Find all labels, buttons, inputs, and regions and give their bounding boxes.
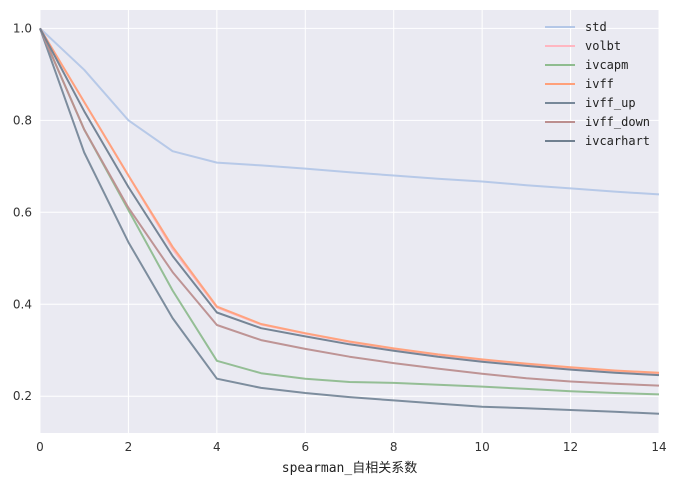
legend-label: ivff	[585, 77, 614, 91]
series-line-ivcapm	[39, 27, 660, 396]
y-tick-label: 0.4	[13, 297, 32, 311]
series-line-ivff-up	[39, 28, 660, 415]
series-line-ivff-down	[39, 27, 660, 387]
x-tick-label: 4	[213, 440, 221, 454]
plot-background	[40, 10, 659, 433]
legend-label: ivff_down	[585, 115, 650, 129]
y-tick-label: 0.2	[13, 389, 32, 403]
series-line-std	[39, 27, 660, 196]
series-lines	[39, 27, 660, 415]
legend-label: ivcapm	[585, 58, 628, 72]
x-tick-label: 6	[301, 440, 309, 454]
legend-label: ivff_up	[585, 96, 636, 110]
x-tick-label: 8	[390, 440, 398, 454]
series-line-ivcarhart	[39, 27, 660, 377]
y-tick-label: 0.6	[13, 205, 32, 219]
grid-lines	[39, 10, 660, 433]
x-axis-ticks: 0 2 4 6 8 10 12 14	[36, 440, 666, 454]
y-tick-label: 0.8	[13, 113, 32, 127]
x-tick-label: 0	[36, 440, 44, 454]
x-axis-title: spearman_自相关系数	[282, 461, 417, 476]
x-tick-label: 14	[651, 440, 666, 454]
series-line-ivff	[39, 27, 660, 374]
x-tick-label: 10	[475, 440, 490, 454]
legend-label: std	[585, 20, 607, 34]
x-tick-label: 2	[125, 440, 133, 454]
x-tick-label: 12	[563, 440, 578, 454]
legend-label: volbt	[585, 39, 621, 53]
legend-label: ivcarhart	[585, 134, 650, 148]
y-axis-ticks: 0.2 0.4 0.6 0.8 1.0	[13, 21, 32, 403]
y-tick-label: 1.0	[13, 21, 32, 35]
legend: std volbt ivcapm ivff ivff_up ivff_downivcarh…	[545, 20, 650, 148]
